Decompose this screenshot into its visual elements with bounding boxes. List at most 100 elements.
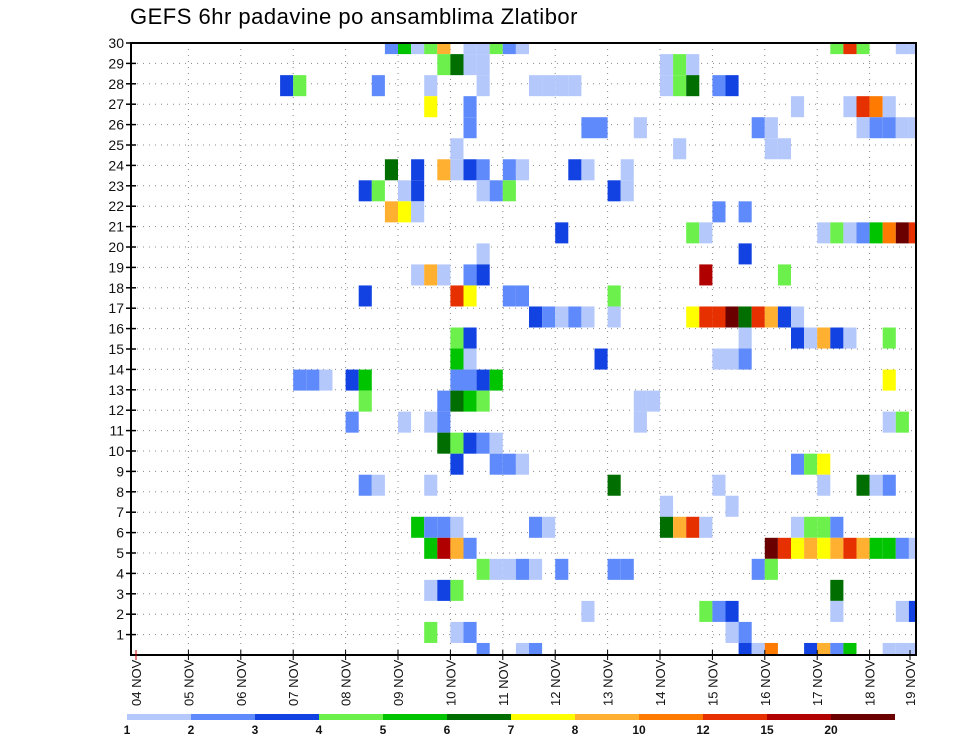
heatmap-cell	[791, 96, 805, 118]
heatmap-cell	[882, 474, 896, 496]
heatmap-cell	[384, 201, 398, 223]
heatmap-cell	[450, 159, 464, 181]
heatmap-cell	[555, 75, 569, 97]
heatmap-cell	[371, 180, 385, 202]
y-tick-label: 22	[108, 198, 124, 214]
heatmap-cell	[686, 54, 700, 76]
heatmap-cell	[568, 159, 582, 181]
heatmap-cell	[581, 306, 595, 328]
heatmap-cell	[882, 222, 896, 244]
heatmap-cell	[463, 390, 477, 412]
heatmap-cell	[463, 159, 477, 181]
heatmap-cell	[895, 642, 909, 655]
heatmap-cell	[673, 516, 687, 538]
legend-label: 8	[572, 723, 579, 737]
heatmap-cell	[411, 43, 425, 55]
heatmap-cell	[529, 306, 543, 328]
heatmap-cell	[646, 390, 660, 412]
heatmap-cell	[777, 264, 791, 286]
heatmap-cell	[869, 117, 883, 139]
heatmap-cell	[633, 390, 647, 412]
heatmap-cell	[633, 117, 647, 139]
heatmap-cell	[529, 642, 543, 655]
y-tick-label: 28	[108, 76, 124, 92]
y-tick-label: 20	[108, 239, 124, 255]
heatmap-cell	[817, 327, 831, 349]
heatmap-cell	[398, 43, 412, 55]
y-axis: 1234567891011121314151617181920212223242…	[108, 35, 136, 643]
legend-swatch	[447, 714, 511, 720]
legend-swatch	[831, 714, 895, 720]
heatmap-cell	[411, 264, 425, 286]
heatmap-cell	[450, 432, 464, 454]
heatmap-cell	[476, 558, 490, 580]
heatmap-cell	[725, 348, 739, 370]
heatmap-cell	[882, 117, 896, 139]
heatmap-cell	[791, 516, 805, 538]
y-tick-label: 21	[108, 219, 124, 235]
heatmap-cell	[293, 369, 307, 391]
legend-swatch	[703, 714, 767, 720]
heatmap-cell	[529, 558, 543, 580]
heatmap-cell	[660, 54, 674, 76]
heatmap-cell	[830, 516, 844, 538]
heatmap-cell	[699, 600, 713, 622]
heatmap-cell	[437, 43, 451, 55]
heatmap-cell	[777, 306, 791, 328]
heatmap-cell	[555, 558, 569, 580]
y-tick-label: 3	[116, 586, 124, 602]
x-tick-label: 04 NOV	[129, 659, 144, 706]
heatmap-cell	[424, 411, 438, 433]
heatmap-cell	[515, 642, 529, 655]
y-tick-label: 7	[116, 504, 124, 520]
heatmap-cell	[384, 43, 398, 55]
heatmap-cell	[450, 579, 464, 601]
legend-swatch	[639, 714, 703, 720]
heatmap-cell	[306, 369, 320, 391]
heatmap-cell	[463, 43, 477, 55]
x-tick-label: 18 NOV	[863, 659, 878, 706]
heatmap-cell	[542, 75, 556, 97]
heatmap-cell	[450, 390, 464, 412]
heatmap-cell	[489, 369, 503, 391]
heatmap-cell	[424, 516, 438, 538]
heatmap-cell	[712, 201, 726, 223]
y-tick-label: 13	[108, 382, 124, 398]
heatmap-cell	[804, 537, 818, 559]
heatmap-cell	[895, 43, 909, 55]
heatmap-cell	[856, 117, 870, 139]
heatmap-cell	[398, 201, 412, 223]
heatmap-cell	[502, 180, 516, 202]
heatmap-cell	[463, 432, 477, 454]
heatmap-cell	[437, 264, 451, 286]
y-tick-label: 6	[116, 525, 124, 541]
color-legend: 1 2 3 4 5 6 7 8 10 12 15 20	[124, 714, 895, 737]
heatmap-cell	[673, 54, 687, 76]
heatmap-cell	[384, 159, 398, 181]
heatmap-cell	[751, 117, 765, 139]
heatmap-cell	[633, 411, 647, 433]
heatmap-cell	[686, 222, 700, 244]
heatmap-cell	[804, 453, 818, 475]
x-tick-label: 08 NOV	[339, 659, 354, 706]
heatmap-cell	[515, 558, 529, 580]
heatmap-cell	[398, 411, 412, 433]
heatmap-cell	[830, 579, 844, 601]
legend-label: 6	[444, 723, 451, 737]
heatmap-cell	[843, 43, 857, 55]
y-tick-label: 15	[108, 341, 124, 357]
heatmap-cell	[476, 369, 490, 391]
x-tick-label: 10 NOV	[443, 659, 458, 706]
heatmap-cell	[607, 306, 621, 328]
heatmap-cell	[738, 306, 752, 328]
heatmap-cell	[568, 75, 582, 97]
heatmap-cell	[371, 474, 385, 496]
heatmap-cell	[463, 264, 477, 286]
heatmap-cell	[712, 306, 726, 328]
heatmap-cell	[830, 537, 844, 559]
heatmap-cell	[791, 453, 805, 475]
heatmap-cell	[424, 621, 438, 643]
heatmap-cell	[882, 642, 896, 655]
heatmap-cell	[476, 159, 490, 181]
